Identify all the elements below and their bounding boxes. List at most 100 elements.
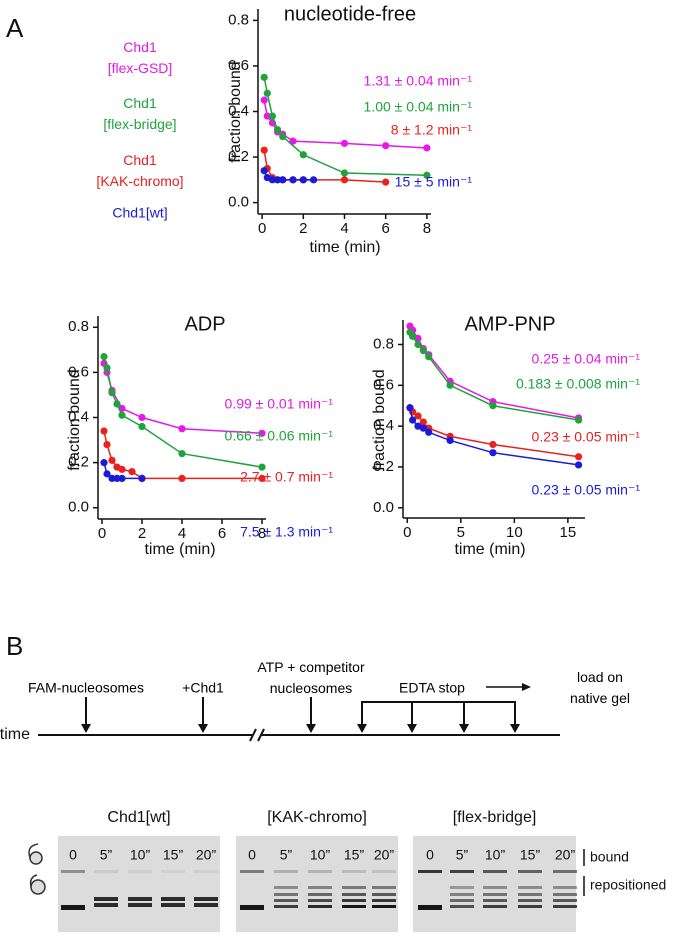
data-point — [118, 465, 126, 473]
gel-band — [308, 870, 332, 873]
gel-image — [58, 836, 220, 932]
data-point — [409, 416, 417, 424]
data-point — [138, 413, 146, 422]
lane-label: 10” — [485, 847, 506, 863]
x-tick-label: 0 — [98, 525, 106, 542]
gel-band — [274, 870, 298, 873]
rate-label: 0.99 ± 0.01 min⁻¹ — [225, 396, 334, 412]
data-point — [100, 427, 108, 435]
gel-band — [450, 886, 474, 889]
data-point — [299, 151, 307, 159]
gel-band — [194, 903, 218, 907]
gel-band — [61, 870, 85, 873]
y-tick-label: 0.8 — [68, 318, 89, 335]
y-tick-label: 0.0 — [68, 499, 89, 516]
data-point — [103, 364, 111, 372]
panel-label: B — [6, 631, 23, 661]
data-point — [100, 459, 108, 467]
data-point — [419, 347, 427, 355]
data-point — [128, 468, 136, 476]
gel-band — [240, 870, 264, 873]
gel-title: [KAK-chromo] — [267, 809, 367, 826]
gel-title: [flex-bridge] — [453, 809, 537, 826]
legend-entry: Chd1 [KAK-chromo] — [96, 152, 184, 189]
timeline-event: EDTA stop — [399, 679, 465, 696]
gel-image — [236, 836, 398, 932]
gel-band — [518, 905, 542, 908]
data-point — [260, 96, 268, 104]
y-tick-label: 0.2 — [228, 148, 249, 165]
lane-label: 10” — [130, 847, 151, 863]
legend-entry: Chd1 [flex-bridge] — [103, 95, 177, 132]
gel-band — [518, 886, 542, 889]
timeline-event: load on native gel — [570, 669, 630, 706]
gel-band — [342, 899, 366, 902]
lane-label: 20” — [196, 847, 217, 863]
gel-band — [372, 886, 396, 889]
gel-band — [483, 899, 507, 902]
data-point — [260, 73, 268, 81]
gel-band — [94, 897, 118, 901]
data-point — [406, 404, 414, 412]
rate-label: 0.23 ± 0.05 min⁻¹ — [532, 429, 641, 445]
gel-band — [483, 870, 507, 873]
panel-label: A — [6, 13, 24, 43]
series-line — [263, 77, 427, 177]
gel-band — [274, 893, 298, 896]
chart: 0.0 0.2 0.4 0.6 0.8 0 5 10 15 AMP-PNP time (min) fr… — [371, 313, 640, 558]
gel-band — [518, 899, 542, 902]
data-point — [414, 412, 422, 420]
x-tick-label: 4 — [178, 525, 186, 542]
legend-entry: Chd1 [flex-GSD] — [107, 39, 173, 76]
chart-title: ADP — [184, 313, 225, 335]
data-point — [118, 411, 126, 419]
data-point — [260, 167, 268, 175]
data-point — [340, 176, 349, 184]
timeline-event: +Chd1 — [182, 679, 224, 696]
gel-band — [553, 893, 577, 896]
y-axis-label: fraction bound — [227, 61, 244, 162]
gel-band — [128, 903, 152, 907]
x-tick-label: 2 — [138, 525, 146, 542]
data-point — [103, 470, 111, 478]
data-point — [423, 171, 431, 179]
gel-band — [418, 870, 442, 873]
data-point — [489, 440, 497, 449]
rate-label: 8 ± 1.2 min⁻¹ — [391, 122, 473, 138]
x-tick-label: 15 — [560, 524, 577, 541]
timeline — [38, 686, 560, 742]
x-tick-label: 4 — [340, 220, 348, 237]
x-tick-label: 8 — [258, 525, 266, 542]
gel-band — [161, 897, 185, 901]
nucleosome-icons — [28, 843, 46, 895]
rate-label: 15 ± 5 min⁻¹ — [395, 174, 473, 190]
data-point — [178, 425, 186, 433]
lane-label: 5” — [280, 847, 293, 863]
gel-band — [483, 905, 507, 908]
data-point — [138, 422, 146, 431]
data-point — [382, 142, 390, 150]
lane-label: 5” — [456, 847, 469, 863]
y-tick-label: 0.0 — [228, 194, 249, 211]
x-axis-label: time (min) — [309, 239, 380, 256]
x-tick-label: 10 — [506, 524, 523, 541]
lane-label: 15” — [344, 847, 365, 863]
chart: 0.0 0.2 0.4 0.6 0.8 0 2 4 6 8 ADP time (min) fractio… — [66, 313, 333, 558]
y-axis-label: fraction bound — [371, 369, 388, 470]
lane-label: 20” — [374, 847, 395, 863]
gel-band — [518, 893, 542, 896]
data-point — [273, 126, 282, 134]
gel-band — [274, 899, 298, 902]
data-point — [118, 474, 126, 482]
gel-band — [342, 886, 366, 889]
data-point — [574, 453, 583, 461]
gel-band — [128, 870, 152, 873]
data-point — [108, 389, 116, 397]
lane-label: 10” — [310, 847, 331, 863]
data-point — [310, 176, 318, 184]
data-point — [425, 353, 433, 361]
data-point — [414, 340, 422, 349]
gel-band — [342, 870, 366, 873]
